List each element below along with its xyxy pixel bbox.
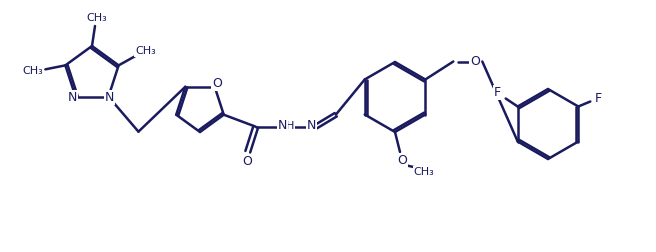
Text: CH₃: CH₃ — [414, 167, 434, 177]
Text: CH₃: CH₃ — [135, 46, 156, 56]
Text: F: F — [494, 86, 501, 99]
Text: F: F — [595, 92, 602, 105]
Text: O: O — [470, 55, 480, 68]
Text: CH₃: CH₃ — [22, 66, 43, 76]
Text: N: N — [105, 91, 114, 104]
Text: H: H — [285, 121, 294, 131]
Text: CH₃: CH₃ — [87, 13, 108, 23]
Text: N: N — [278, 119, 287, 132]
Text: N: N — [68, 91, 77, 104]
Text: O: O — [397, 153, 407, 167]
Text: O: O — [212, 77, 222, 90]
Text: N: N — [307, 119, 316, 132]
Text: O: O — [242, 155, 252, 168]
